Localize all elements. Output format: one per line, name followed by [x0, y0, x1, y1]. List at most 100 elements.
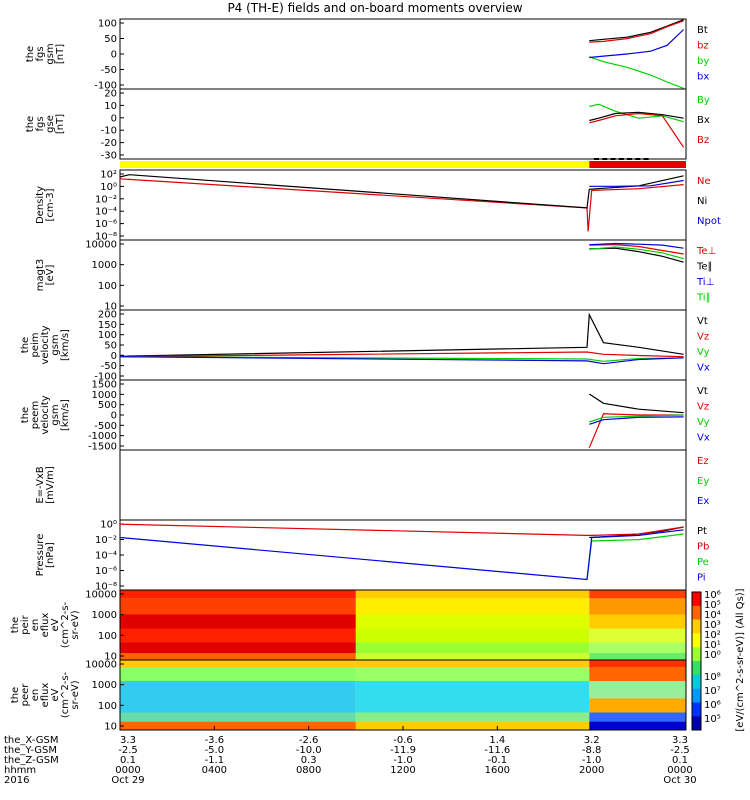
legend-label: Vy	[697, 347, 710, 358]
y-axis-label: velocity	[40, 395, 51, 434]
y-axis-label: fgs	[35, 116, 46, 131]
x-tick-label: 3.3	[672, 735, 688, 746]
panel-frame-fgs_gse	[119, 88, 687, 160]
y-tick-label: 100	[98, 631, 117, 642]
spec-band	[120, 721, 356, 730]
x-tick-label: 0000	[115, 765, 140, 776]
y-axis-label: the	[20, 337, 31, 353]
legend-label: Vx	[697, 363, 710, 374]
spec-band	[355, 598, 590, 615]
y-tick-label: 10⁻⁶	[95, 566, 117, 577]
y-axis-label: the	[10, 617, 21, 633]
y-tick-label: 1000	[92, 390, 117, 401]
legend-label: Pt	[697, 526, 707, 537]
y-axis-label: eflux	[40, 613, 51, 638]
y-axis-label: [km/s]	[60, 399, 71, 431]
legend-label: Ex	[697, 496, 709, 507]
colorbar-tick: 10⁵	[704, 714, 721, 725]
legend-label: Te⊥	[696, 246, 716, 257]
x-tick-label: -8.8	[582, 745, 602, 756]
y-axis-label: the	[25, 116, 36, 132]
x-row-label: hhmm	[4, 765, 36, 776]
y-axis-label: [nT]	[55, 114, 66, 134]
panel-frame-fgs_gsm	[119, 18, 687, 90]
x-row-label: the_Z-GSM	[4, 755, 59, 766]
legend-label: Pb	[697, 542, 709, 553]
spec-band	[355, 667, 590, 681]
y-tick-label: 100	[98, 330, 117, 341]
y-axis-label: E=-VxB	[35, 466, 46, 503]
series-line-peim_velocity	[119, 356, 684, 362]
series-line-density	[119, 178, 684, 232]
legend-label: Te∥	[696, 262, 713, 273]
y-axis-label: [cm-3]	[45, 188, 56, 221]
spec-band	[120, 653, 356, 660]
series-line-temperature	[589, 242, 684, 249]
y-axis-label: en	[30, 689, 41, 702]
y-axis-label: gsm	[50, 334, 61, 355]
y-tick-label: 10	[104, 302, 117, 313]
colorbar	[691, 591, 702, 731]
colorbar-tick: 10³	[704, 620, 721, 631]
series-line-peim_velocity	[119, 351, 684, 358]
y-tick-label: 10⁻⁴	[95, 551, 117, 562]
y-tick-label: 1000	[92, 680, 117, 691]
spec-band	[355, 660, 590, 667]
y-axis-label: sr-eV)	[70, 610, 81, 639]
spec-band	[120, 667, 356, 681]
spec-band	[589, 667, 686, 681]
y-tick-label: 0	[111, 411, 117, 422]
spec-band	[355, 712, 590, 722]
x-tick-label: 2000	[579, 765, 604, 776]
y-tick-label: -100	[94, 372, 117, 383]
y-tick-label: -50	[101, 361, 117, 372]
x-tick-label: 0400	[202, 765, 227, 776]
panel-frame-temperature	[119, 239, 687, 311]
spec-band	[355, 653, 590, 660]
y-axis-label: [mV/m]	[45, 466, 56, 504]
y-tick-label: 100	[98, 701, 117, 712]
y-axis-label: sr-eV)	[70, 680, 81, 709]
y-tick-label: 10²	[100, 170, 117, 181]
spec-band	[355, 590, 590, 599]
legend-label: Ne	[697, 176, 711, 187]
legend-label: Ni	[697, 196, 707, 207]
colorbar-swatch	[692, 702, 701, 717]
y-tick-label: -500	[94, 421, 117, 432]
spec-band	[355, 681, 590, 699]
y-tick-label: 10⁰	[100, 520, 117, 531]
y-tick-label: 10	[104, 722, 117, 733]
x-tick-label: Oct 30	[663, 775, 696, 786]
legend-label: Vt	[697, 316, 708, 327]
spec-band	[355, 721, 590, 730]
colorbar-swatch	[692, 674, 701, 689]
x-tick-label: -10.0	[296, 745, 322, 756]
colorbar-tick: 10⁴	[704, 610, 721, 621]
y-tick-label: -1500	[88, 442, 117, 453]
y-tick-label: -20	[101, 138, 117, 149]
series-line-peim_velocity	[119, 356, 684, 365]
series-line-peem_velocity	[588, 413, 684, 448]
legend-label: By	[697, 95, 710, 106]
spec-band	[355, 628, 590, 643]
x-tick-label: 0.3	[301, 755, 317, 766]
x-row-label: 2016	[4, 775, 29, 786]
y-axis-label: peem	[30, 401, 41, 429]
y-axis-label: velocity	[40, 325, 51, 364]
spec-band	[120, 681, 356, 699]
y-axis-label: peer	[20, 683, 31, 707]
spec-band	[120, 642, 356, 653]
spec-band	[589, 660, 686, 667]
y-axis-label: magt3	[35, 259, 46, 292]
y-axis-label: eV	[50, 688, 61, 701]
panel-frame-efield	[119, 449, 687, 521]
y-tick-label: 50	[104, 34, 117, 45]
series-line-temperature	[589, 244, 684, 255]
spec-band	[589, 712, 686, 722]
spec-band	[355, 698, 590, 713]
legend-label: Vy	[697, 417, 710, 428]
y-tick-label: 100	[98, 19, 117, 30]
colorbar-swatch	[692, 688, 701, 703]
y-tick-label: 10⁻⁴	[95, 207, 117, 218]
panel-frame-peem_velocity	[119, 379, 687, 451]
